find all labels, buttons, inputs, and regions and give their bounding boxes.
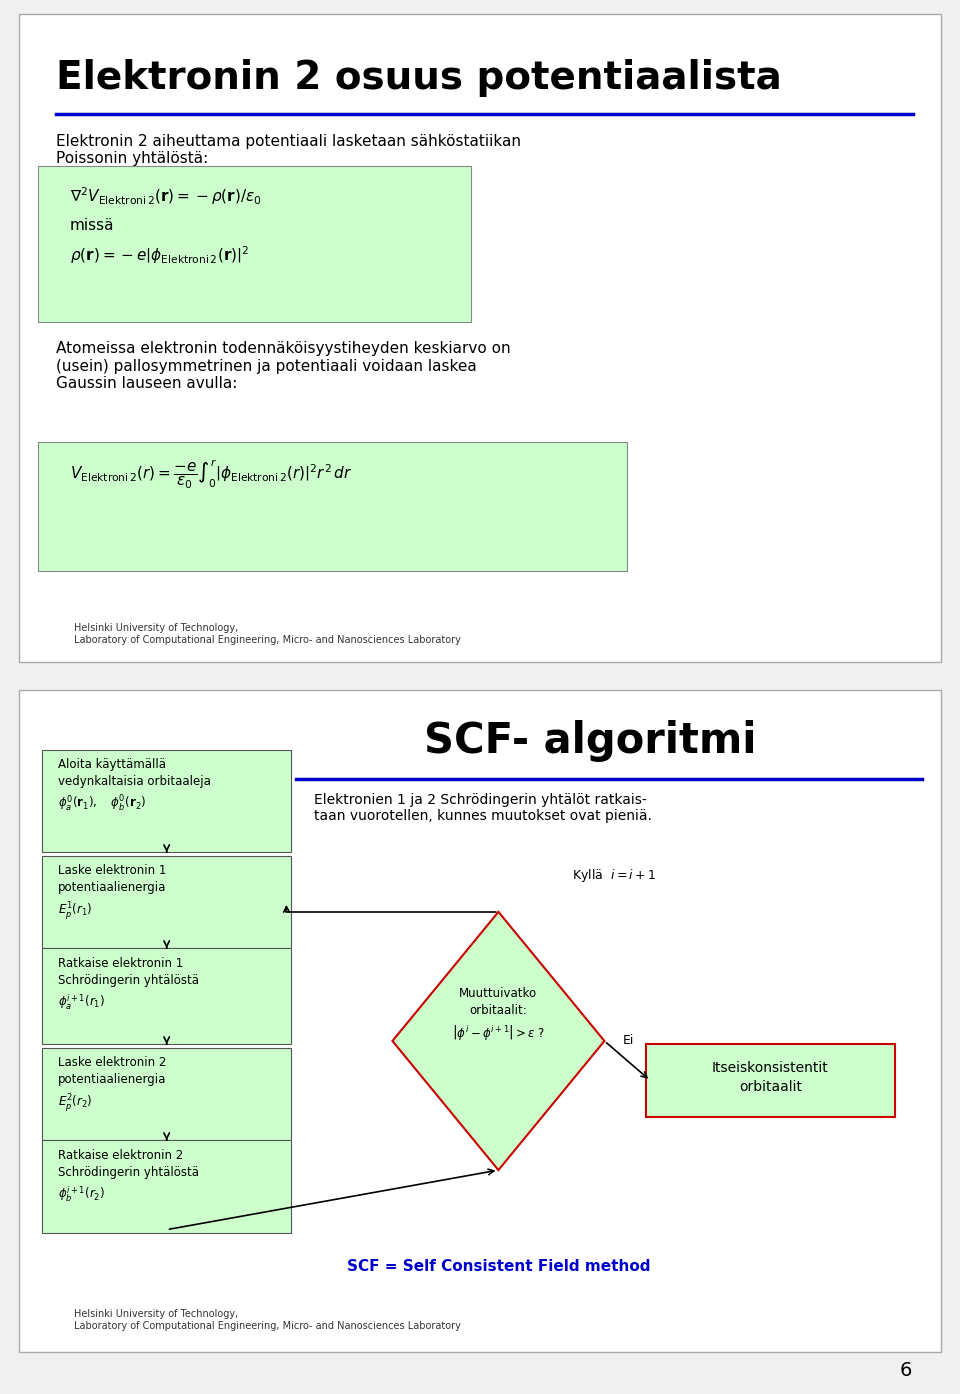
Text: SCF- algoritmi: SCF- algoritmi (424, 719, 756, 763)
Text: Ratkaise elektronin 1
Schrödingerin yhtälöstä
$\phi_a^{i+1}(r_1)$: Ratkaise elektronin 1 Schrödingerin yhtä… (58, 956, 199, 1012)
Text: Elektronin 2 aiheuttama potentiaali lasketaan sähköstatiikan
Poissonin yhtälöstä: Elektronin 2 aiheuttama potentiaali lask… (56, 134, 521, 166)
Text: Laske elektronin 2
potentiaalienergia
$E_p^2(r_2)$: Laske elektronin 2 potentiaalienergia $E… (58, 1057, 166, 1114)
Text: Muuttuivatko
orbitaalit:
$\left|\phi^i - \phi^{i+1}\right| > \varepsilon$ ?: Muuttuivatko orbitaalit: $\left|\phi^i -… (452, 987, 545, 1041)
Text: Helsinki University of Technology,
Laboratory of Computational Engineering, Micr: Helsinki University of Technology, Labor… (75, 623, 462, 645)
FancyBboxPatch shape (646, 1044, 895, 1117)
Text: Ratkaise elektronin 2
Schrödingerin yhtälöstä
$\phi_b^{i+1}(r_2)$: Ratkaise elektronin 2 Schrödingerin yhtä… (58, 1149, 199, 1204)
FancyBboxPatch shape (42, 948, 291, 1044)
FancyBboxPatch shape (37, 166, 470, 322)
Text: Atomeissa elektronin todennäköisyystiheyden keskiarvo on
(usein) pallosymmetrine: Atomeissa elektronin todennäköisyystihey… (56, 342, 511, 392)
FancyBboxPatch shape (19, 14, 941, 662)
Text: Elektronien 1 ja 2 Schrödingerin yhtälöt ratkais-
taan vuorotellen, kunnes muuto: Elektronien 1 ja 2 Schrödingerin yhtälöt… (314, 793, 652, 822)
Text: 6: 6 (900, 1361, 912, 1380)
Text: Laske elektronin 1
potentiaalienergia
$E_p^1(r_1)$: Laske elektronin 1 potentiaalienergia $E… (58, 864, 166, 921)
Text: missä: missä (70, 217, 114, 233)
Text: $\nabla^2 V_{\mathrm{Elektroni\,2}}(\mathbf{r}) = -\rho(\mathbf{r})/\varepsilon_: $\nabla^2 V_{\mathrm{Elektroni\,2}}(\mat… (70, 185, 262, 208)
Text: Kyllä  $i = i+1$: Kyllä $i = i+1$ (572, 867, 657, 884)
Polygon shape (393, 912, 605, 1170)
Text: Helsinki University of Technology,
Laboratory of Computational Engineering, Micr: Helsinki University of Technology, Labor… (75, 1309, 462, 1331)
Text: SCF = Self Consistent Field method: SCF = Self Consistent Field method (347, 1259, 650, 1274)
FancyBboxPatch shape (42, 1048, 291, 1140)
FancyBboxPatch shape (42, 856, 291, 948)
FancyBboxPatch shape (42, 750, 291, 852)
Text: Ei: Ei (623, 1034, 635, 1047)
Text: $\rho(\mathbf{r}) = -e\left|\phi_{\mathrm{Elektroni\,2}}(\mathbf{r})\right|^2$: $\rho(\mathbf{r}) = -e\left|\phi_{\mathr… (70, 244, 249, 266)
FancyBboxPatch shape (42, 1140, 291, 1232)
Text: Itseiskonsistentit
orbitaalit: Itseiskonsistentit orbitaalit (712, 1061, 828, 1093)
Text: $V_{\mathrm{Elektroni\,2}}(r) = \dfrac{-e}{\varepsilon_0}\int_0^r\left|\phi_{\ma: $V_{\mathrm{Elektroni\,2}}(r) = \dfrac{-… (70, 459, 352, 491)
Text: Aloita käyttämällä
vedynkaltaisia orbitaaleja
$\phi_a^0(\mathbf{r}_1),\quad \phi: Aloita käyttämällä vedynkaltaisia orbita… (58, 758, 211, 814)
Text: Elektronin 2 osuus potentiaalista: Elektronin 2 osuus potentiaalista (56, 60, 781, 98)
FancyBboxPatch shape (37, 442, 628, 572)
FancyBboxPatch shape (19, 690, 941, 1352)
